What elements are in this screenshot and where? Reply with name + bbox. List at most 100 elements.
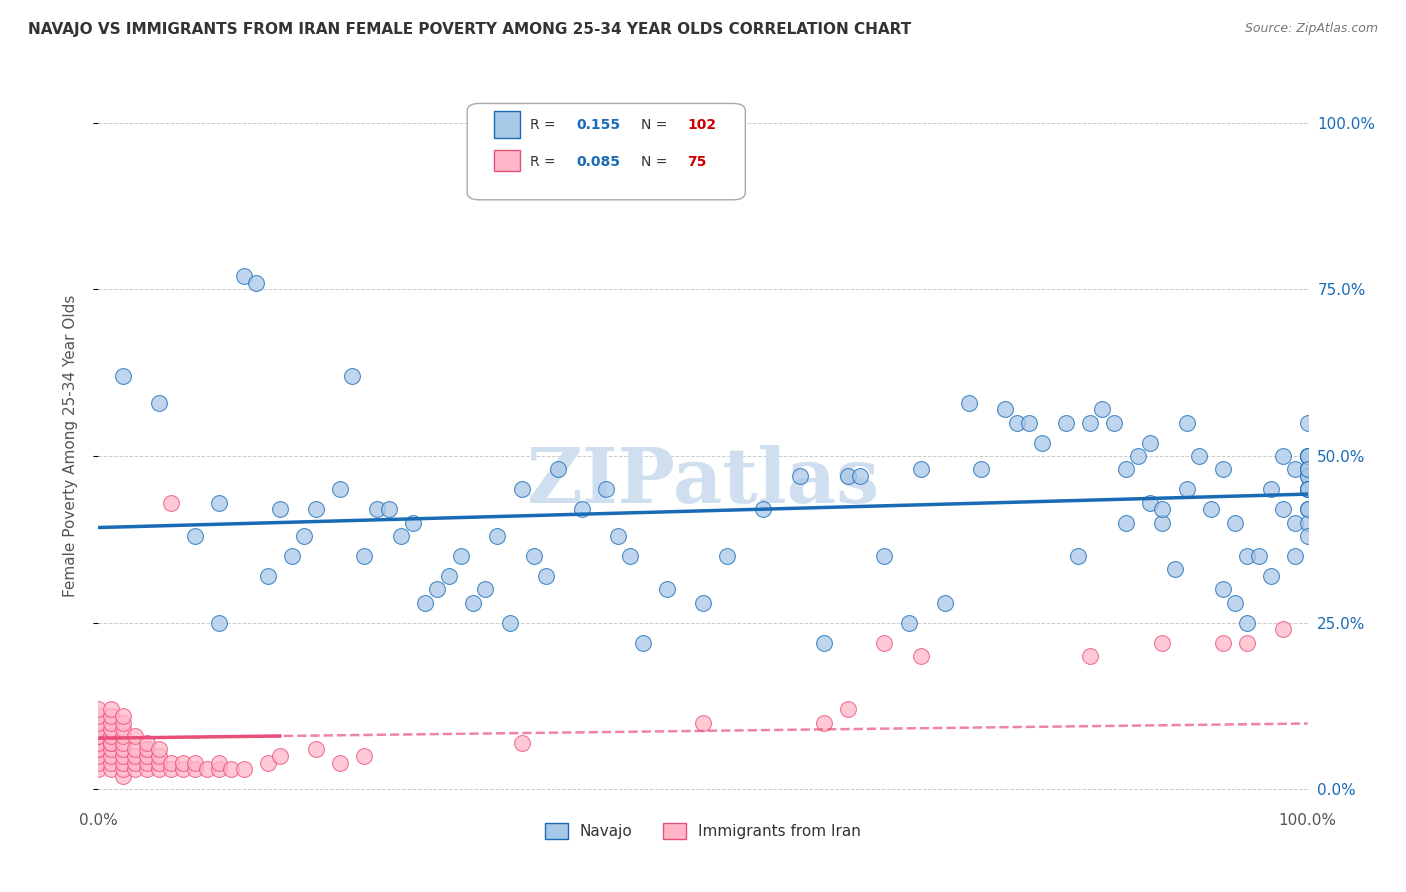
Point (232, 763, 254, 777)
Point (1223, 516, 1246, 530)
Point (100, 763, 122, 777)
Point (1296, 449, 1319, 463)
Point (135, 736, 157, 750)
Point (970, 462, 993, 476)
Point (1296, 449, 1319, 463)
Point (1223, 596, 1246, 610)
Point (353, 749, 375, 764)
Point (100, 723, 122, 737)
Text: ZIPatlas: ZIPatlas (526, 445, 880, 518)
Point (1272, 449, 1295, 463)
Point (184, 529, 207, 543)
Point (1115, 516, 1137, 530)
Text: Source: ZipAtlas.com: Source: ZipAtlas.com (1244, 22, 1378, 36)
Point (1152, 502, 1174, 516)
Point (342, 368, 364, 383)
Point (1212, 636, 1234, 650)
Point (1175, 483, 1198, 497)
Text: 75: 75 (688, 155, 707, 169)
Point (1031, 435, 1053, 450)
Point (100, 736, 122, 750)
Point (100, 756, 122, 770)
Point (1296, 483, 1319, 497)
Point (100, 742, 122, 756)
Point (87, 729, 110, 743)
Point (111, 742, 134, 756)
Point (994, 402, 1017, 417)
Point (1152, 636, 1174, 650)
Point (1296, 469, 1319, 483)
Point (1296, 502, 1319, 516)
Point (377, 502, 399, 516)
Point (124, 729, 146, 743)
Point (184, 763, 207, 777)
Point (510, 736, 533, 750)
Point (208, 756, 231, 770)
Point (957, 395, 980, 409)
Point (148, 749, 170, 764)
Point (87, 729, 110, 743)
Point (752, 502, 775, 516)
Point (619, 549, 641, 563)
Point (329, 483, 352, 497)
Point (1236, 549, 1258, 563)
Point (1284, 516, 1306, 530)
Point (111, 756, 134, 770)
Bar (494, 150, 520, 171)
Point (208, 615, 231, 630)
Point (1139, 496, 1161, 510)
Point (813, 636, 835, 650)
Point (1296, 462, 1319, 476)
Point (1102, 416, 1125, 430)
Point (910, 462, 932, 476)
Point (100, 715, 122, 730)
Text: N =: N = (641, 155, 672, 169)
Point (1296, 516, 1319, 530)
Point (1296, 483, 1319, 497)
Point (1260, 483, 1282, 497)
Point (426, 582, 449, 597)
Point (135, 756, 157, 770)
Point (716, 549, 738, 563)
Point (692, 596, 714, 610)
Point (873, 549, 896, 563)
Text: NAVAJO VS IMMIGRANTS FROM IRAN FEMALE POVERTY AMONG 25-34 YEAR OLDS CORRELATION : NAVAJO VS IMMIGRANTS FROM IRAN FEMALE PO… (28, 22, 911, 37)
Point (1078, 416, 1101, 430)
Point (1091, 402, 1114, 417)
Point (1067, 549, 1090, 563)
Point (124, 763, 146, 777)
Point (111, 749, 134, 764)
Point (100, 729, 122, 743)
Point (789, 469, 811, 483)
Point (523, 549, 546, 563)
Point (160, 496, 183, 510)
Point (1152, 516, 1174, 530)
Point (87, 742, 110, 756)
Point (353, 549, 375, 563)
Text: 102: 102 (688, 118, 717, 132)
Point (111, 368, 134, 383)
Point (1296, 483, 1319, 497)
Point (1199, 502, 1222, 516)
Point (1188, 449, 1211, 463)
Text: 0.155: 0.155 (576, 118, 620, 132)
Point (873, 636, 896, 650)
Point (245, 276, 267, 290)
Point (111, 763, 134, 777)
Point (111, 736, 134, 750)
Point (232, 268, 254, 283)
Point (208, 496, 231, 510)
Point (1236, 636, 1258, 650)
Point (1175, 416, 1198, 430)
Point (87, 709, 110, 723)
Point (111, 709, 134, 723)
Point (510, 483, 533, 497)
Point (1212, 582, 1234, 597)
Point (1284, 549, 1306, 563)
Point (1296, 483, 1319, 497)
Point (124, 742, 146, 756)
Point (486, 529, 509, 543)
FancyBboxPatch shape (467, 103, 745, 200)
Point (837, 469, 859, 483)
Point (87, 749, 110, 764)
